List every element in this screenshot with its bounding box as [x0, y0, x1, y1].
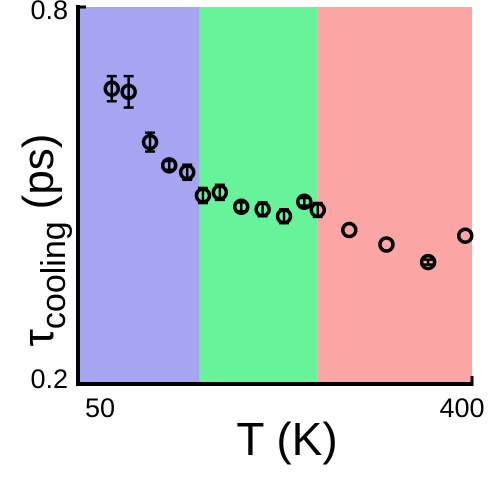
data-marker [378, 236, 395, 253]
data-point [120, 74, 137, 109]
region-band-1 [78, 7, 200, 384]
data-point [160, 157, 178, 174]
plot-axes [76, 5, 474, 386]
data-marker [120, 83, 137, 101]
data-marker [275, 207, 293, 225]
data-marker [232, 198, 250, 216]
data-marker [341, 221, 358, 239]
data-point [232, 198, 250, 216]
y-axis-label-unit: (ps) [14, 134, 63, 210]
data-point [103, 74, 121, 103]
data-marker [211, 184, 229, 201]
data-point [419, 253, 437, 271]
data-point [456, 227, 474, 244]
x-tick-label-400: 400 [439, 393, 484, 423]
data-marker [141, 133, 159, 151]
data-marker [194, 187, 212, 204]
data-marker [178, 164, 196, 181]
tick-labels: 50 400 0.2 0.8 [30, 0, 484, 423]
data-points [103, 74, 474, 271]
data-point [309, 201, 327, 219]
x-tick-label-50: 50 [85, 393, 115, 423]
data-point [378, 236, 395, 253]
data-marker [309, 201, 327, 219]
data-point [296, 193, 313, 211]
data-marker [456, 227, 474, 244]
data-point [341, 221, 358, 239]
region-band-3 [317, 7, 472, 384]
data-marker [296, 193, 313, 211]
data-point [211, 183, 229, 202]
data-point [254, 201, 271, 218]
data-marker [160, 157, 178, 174]
data-marker [419, 253, 437, 271]
temperature-regions [78, 7, 472, 384]
data-point [275, 207, 293, 225]
y-tick-label-0.8: 0.8 [30, 0, 68, 25]
y-axis-label-subscript: cooling [35, 221, 73, 329]
data-marker [103, 80, 121, 97]
data-point [194, 186, 212, 205]
data-marker [254, 201, 271, 218]
y-axis-label-symbol: τ [14, 328, 63, 346]
x-axis-label: T (K) [236, 413, 337, 465]
svg-text:τcooling(ps): τcooling (ps) [14, 134, 73, 347]
data-point [178, 163, 196, 182]
y-axis-label: τcooling (ps) [14, 134, 73, 347]
y-tick-label-0.2: 0.2 [30, 364, 68, 394]
data-point [141, 131, 159, 153]
